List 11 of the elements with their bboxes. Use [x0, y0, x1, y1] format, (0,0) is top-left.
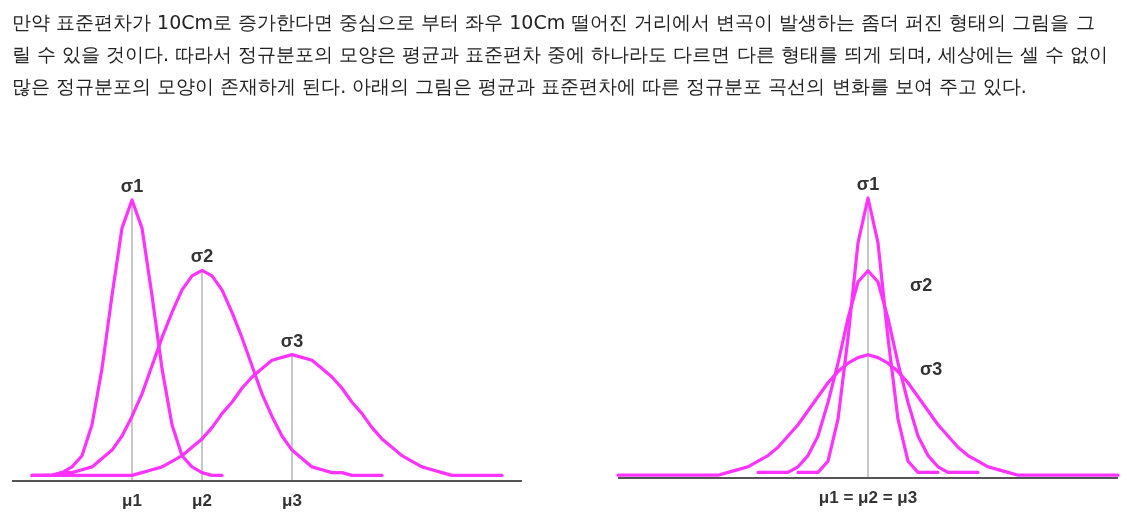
series-label: σ2 [190, 246, 214, 267]
x-axis-title: μ1 = μ2 = μ3 [818, 488, 918, 507]
x-tick-label: μ3 [282, 491, 302, 510]
x-tick-label: μ1 [122, 491, 142, 510]
series-label: σ1 [856, 174, 880, 194]
x-tick-label: μ2 [192, 491, 212, 510]
series-label: σ3 [280, 330, 304, 351]
series-label: σ3 [920, 358, 943, 379]
text: 만약 표준편차가 10Cm로 증가한다면 중심으로 부터 좌우 10Cm 떨어진 거리에서 변곡이 발생하는 좀더 퍼진 형태의 그림을 그릴 수 있을 것이다. 따라서 정규분포의 모양은 평균과 표준편차 중에 하나라도 다르면 다른 형태를 띄게 되며, 세상에는 셀 수 없이 많은 정규분포의 모양이 존재하게 된다. 아래의 그림은 평균과 표준편차에 따른 정규분포 곡선의 변화를 보여 주고 있다. [12, 10, 1109, 99]
series-label: σ2 [910, 274, 933, 295]
series-label: σ1 [120, 176, 144, 196]
